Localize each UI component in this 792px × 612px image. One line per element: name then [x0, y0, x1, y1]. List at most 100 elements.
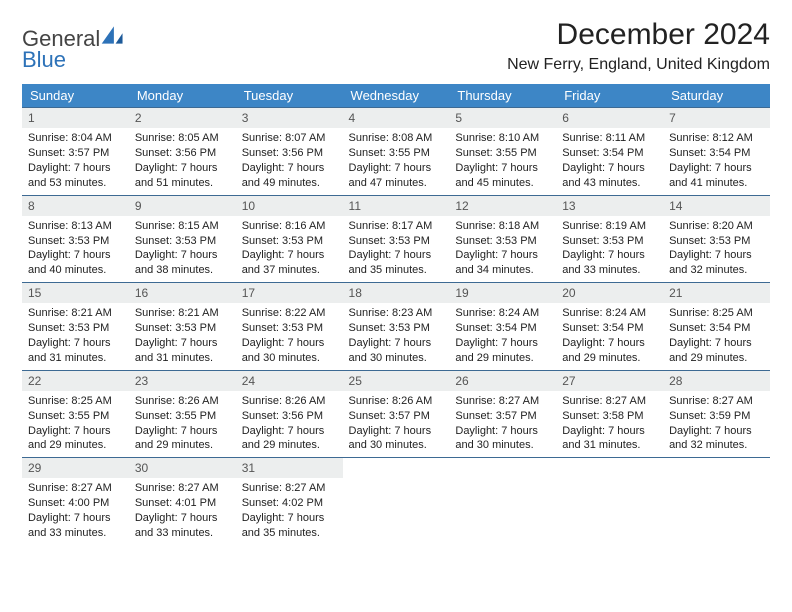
sunset-line: Sunset: 3:53 PM	[28, 234, 123, 249]
calendar-cell: 2Sunrise: 8:05 AMSunset: 3:56 PMDaylight…	[129, 108, 236, 196]
sunset-line: Sunset: 3:54 PM	[455, 321, 550, 336]
sunrise-line: Sunrise: 8:10 AM	[455, 131, 550, 146]
weekday-header: Saturday	[663, 84, 770, 108]
calendar-row: 22Sunrise: 8:25 AMSunset: 3:55 PMDayligh…	[22, 370, 770, 458]
calendar-cell: 27Sunrise: 8:27 AMSunset: 3:58 PMDayligh…	[556, 370, 663, 458]
day-body: Sunrise: 8:22 AMSunset: 3:53 PMDaylight:…	[236, 303, 343, 369]
day-body: Sunrise: 8:04 AMSunset: 3:57 PMDaylight:…	[22, 128, 129, 194]
day-body: Sunrise: 8:12 AMSunset: 3:54 PMDaylight:…	[663, 128, 770, 194]
daylight-line: Daylight: 7 hours and 45 minutes.	[455, 161, 550, 191]
daylight-line: Daylight: 7 hours and 51 minutes.	[135, 161, 230, 191]
sunrise-line: Sunrise: 8:22 AM	[242, 306, 337, 321]
sunset-line: Sunset: 4:00 PM	[28, 496, 123, 511]
sunrise-line: Sunrise: 8:05 AM	[135, 131, 230, 146]
calendar-cell: 17Sunrise: 8:22 AMSunset: 3:53 PMDayligh…	[236, 283, 343, 371]
calendar-cell: 7Sunrise: 8:12 AMSunset: 3:54 PMDaylight…	[663, 108, 770, 196]
day-number: 29	[22, 458, 129, 478]
calendar-cell: 6 Sunrise: 8:11 AMSunset: 3:54 PMDaylight…	[556, 108, 663, 196]
day-body: Sunrise: 8:17 AMSunset: 3:53 PMDaylight:…	[343, 216, 450, 282]
calendar-cell: 30Sunrise: 8:27 AMSunset: 4:01 PMDayligh…	[129, 458, 236, 545]
sunset-line: Sunset: 3:53 PM	[135, 321, 230, 336]
sunset-line: Sunset: 3:58 PM	[562, 409, 657, 424]
calendar-cell: 23Sunrise: 8:26 AMSunset: 3:55 PMDayligh…	[129, 370, 236, 458]
daylight-line: Daylight: 7 hours and 32 minutes.	[669, 248, 764, 278]
brand-word-2: Blue	[22, 50, 126, 71]
calendar-cell: 18Sunrise: 8:23 AMSunset: 3:53 PMDayligh…	[343, 283, 450, 371]
sunset-line: Sunset: 3:59 PM	[669, 409, 764, 424]
daylight-line: Daylight: 7 hours and 47 minutes.	[349, 161, 444, 191]
day-body: Sunrise: 8:08 AMSunset: 3:55 PMDaylight:…	[343, 128, 450, 194]
calendar-cell: 28Sunrise: 8:27 AMSunset: 3:59 PMDayligh…	[663, 370, 770, 458]
day-body: Sunrise: 8:23 AMSunset: 3:53 PMDaylight:…	[343, 303, 450, 369]
day-number: 21	[663, 283, 770, 303]
day-body: Sunrise: 8:05 AMSunset: 3:56 PMDaylight:…	[129, 128, 236, 194]
sunset-line: Sunset: 3:53 PM	[349, 321, 444, 336]
day-number: 14	[663, 196, 770, 216]
day-body: Sunrise: 8:26 AMSunset: 3:55 PMDaylight:…	[129, 391, 236, 457]
daylight-line: Daylight: 7 hours and 29 minutes.	[669, 336, 764, 366]
weekday-header: Sunday	[22, 84, 129, 108]
sunrise-line: Sunrise: 8:19 AM	[562, 219, 657, 234]
sunset-line: Sunset: 3:54 PM	[669, 321, 764, 336]
day-number: 26	[449, 371, 556, 391]
sunset-line: Sunset: 3:56 PM	[242, 409, 337, 424]
sunrise-line: Sunrise: 8:04 AM	[28, 131, 123, 146]
daylight-line: Daylight: 7 hours and 31 minutes.	[135, 336, 230, 366]
day-body: Sunrise: 8:07 AMSunset: 3:56 PMDaylight:…	[236, 128, 343, 194]
brand-logo: General Blue	[22, 18, 126, 71]
day-body: Sunrise: 8:27 AMSunset: 4:02 PMDaylight:…	[236, 478, 343, 544]
day-body: Sunrise: 8:15 AMSunset: 3:53 PMDaylight:…	[129, 216, 236, 282]
sail-icon	[100, 26, 126, 51]
daylight-line: Daylight: 7 hours and 31 minutes.	[562, 424, 657, 454]
daylight-line: Daylight: 7 hours and 41 minutes.	[669, 161, 764, 191]
calendar-cell: 26Sunrise: 8:27 AMSunset: 3:57 PMDayligh…	[449, 370, 556, 458]
sunset-line: Sunset: 3:57 PM	[28, 146, 123, 161]
day-body: Sunrise: 8:27 AMSunset: 3:58 PMDaylight:…	[556, 391, 663, 457]
daylight-line: Daylight: 7 hours and 40 minutes.	[28, 248, 123, 278]
calendar-cell: 8Sunrise: 8:13 AMSunset: 3:53 PMDaylight…	[22, 195, 129, 283]
day-body: Sunrise: 8:16 AMSunset: 3:53 PMDaylight:…	[236, 216, 343, 282]
calendar-cell: 21Sunrise: 8:25 AMSunset: 3:54 PMDayligh…	[663, 283, 770, 371]
calendar-cell: 22Sunrise: 8:25 AMSunset: 3:55 PMDayligh…	[22, 370, 129, 458]
sunset-line: Sunset: 3:54 PM	[562, 321, 657, 336]
day-number: 6	[556, 108, 663, 128]
day-body: Sunrise: 8:27 AMSunset: 4:00 PMDaylight:…	[22, 478, 129, 544]
sunrise-line: Sunrise: 8:11 AM	[562, 131, 657, 146]
day-number: 19	[449, 283, 556, 303]
day-number: 7	[663, 108, 770, 128]
calendar-cell	[663, 458, 770, 545]
weekday-header: Thursday	[449, 84, 556, 108]
sunrise-line: Sunrise: 8:15 AM	[135, 219, 230, 234]
daylight-line: Daylight: 7 hours and 29 minutes.	[135, 424, 230, 454]
daylight-line: Daylight: 7 hours and 35 minutes.	[242, 511, 337, 541]
weekday-header: Wednesday	[343, 84, 450, 108]
day-number: 22	[22, 371, 129, 391]
daylight-line: Daylight: 7 hours and 43 minutes.	[562, 161, 657, 191]
sunset-line: Sunset: 3:56 PM	[242, 146, 337, 161]
sunset-line: Sunset: 3:54 PM	[669, 146, 764, 161]
day-body: Sunrise: 8:25 AMSunset: 3:55 PMDaylight:…	[22, 391, 129, 457]
day-number: 1	[22, 108, 129, 128]
sunrise-line: Sunrise: 8:27 AM	[28, 481, 123, 496]
sunset-line: Sunset: 3:55 PM	[28, 409, 123, 424]
calendar-cell: 16Sunrise: 8:21 AMSunset: 3:53 PMDayligh…	[129, 283, 236, 371]
daylight-line: Daylight: 7 hours and 37 minutes.	[242, 248, 337, 278]
daylight-line: Daylight: 7 hours and 29 minutes.	[242, 424, 337, 454]
calendar-cell: 13Sunrise: 8:19 AMSunset: 3:53 PMDayligh…	[556, 195, 663, 283]
day-number: 9	[129, 196, 236, 216]
daylight-line: Daylight: 7 hours and 32 minutes.	[669, 424, 764, 454]
day-number: 17	[236, 283, 343, 303]
calendar-row: 1Sunrise: 8:04 AMSunset: 3:57 PMDaylight…	[22, 108, 770, 196]
day-number: 4	[343, 108, 450, 128]
calendar-row: 29Sunrise: 8:27 AMSunset: 4:00 PMDayligh…	[22, 458, 770, 545]
calendar-cell: 3Sunrise: 8:07 AMSunset: 3:56 PMDaylight…	[236, 108, 343, 196]
daylight-line: Daylight: 7 hours and 30 minutes.	[455, 424, 550, 454]
sunrise-line: Sunrise: 8:18 AM	[455, 219, 550, 234]
sunset-line: Sunset: 3:54 PM	[562, 146, 657, 161]
day-number: 28	[663, 371, 770, 391]
sunrise-line: Sunrise: 8:25 AM	[28, 394, 123, 409]
calendar-cell	[343, 458, 450, 545]
sunrise-line: Sunrise: 8:21 AM	[135, 306, 230, 321]
day-number: 13	[556, 196, 663, 216]
sunrise-line: Sunrise: 8:24 AM	[455, 306, 550, 321]
